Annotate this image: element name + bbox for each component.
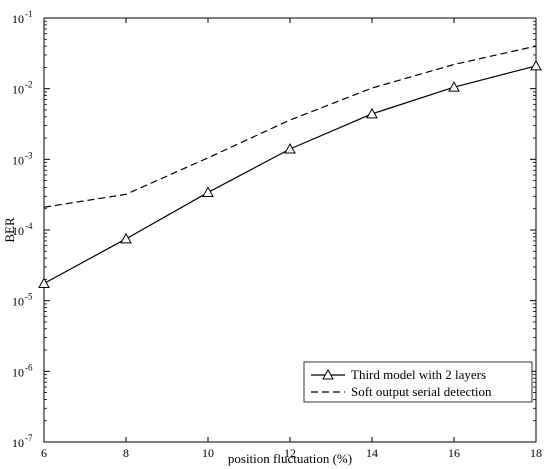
y-tick-label-exponent: -6 [25,362,33,372]
legend-marker-third-model [322,368,334,380]
y-tick-label: 10 [12,153,24,167]
y-axis-ticks: 10-710-610-510-410-310-210-1 [12,9,536,450]
series-point-0 [284,142,296,154]
x-tick-label: 16 [448,446,460,460]
y-tick-label-exponent: -1 [25,9,33,19]
x-tick-label: 18 [530,446,542,460]
y-tick-label-exponent: -2 [25,80,33,90]
series-point-0 [448,81,460,92]
y-tick-label: 10 [12,224,24,238]
series-point-0 [366,107,378,119]
series-point-0 [38,277,50,288]
x-axis-title: position fluctuation (%) [228,451,352,466]
series-point-0 [120,232,132,244]
y-tick-label-exponent: -3 [25,150,33,160]
y-tick-label: 10 [12,295,24,309]
y-axis-title: BER [2,217,17,243]
y-tick-label: 10 [12,12,24,26]
x-tick-label: 14 [366,446,378,460]
x-tick-label: 10 [202,446,214,460]
x-tick-label: 12 [284,446,296,460]
series-layer [38,45,542,288]
series-line-0 [43,65,537,285]
legend-box [303,361,533,403]
x-tick-label: 6 [41,446,47,460]
y-tick-label-exponent: -4 [25,221,33,231]
series-point-0 [202,186,214,197]
x-axis-ticks: 6 8 10 12 14 16 18 [41,18,542,460]
y-tick-label: 10 [12,436,24,450]
y-tick-label-exponent: -5 [25,292,33,302]
legend-label-soft-output: Soft output serial detection [351,384,492,399]
series-line-1 [43,45,537,208]
legend-label-third-model: Third model with 2 layers [351,367,486,382]
series-point-0 [530,59,542,71]
y-tick-label: 10 [12,83,24,97]
y-tick-label: 10 [12,365,24,379]
legend: Third model with 2 layers Soft output se… [303,361,533,403]
y-tick-label-exponent: -7 [25,433,33,443]
x-tick-label: 8 [123,446,129,460]
